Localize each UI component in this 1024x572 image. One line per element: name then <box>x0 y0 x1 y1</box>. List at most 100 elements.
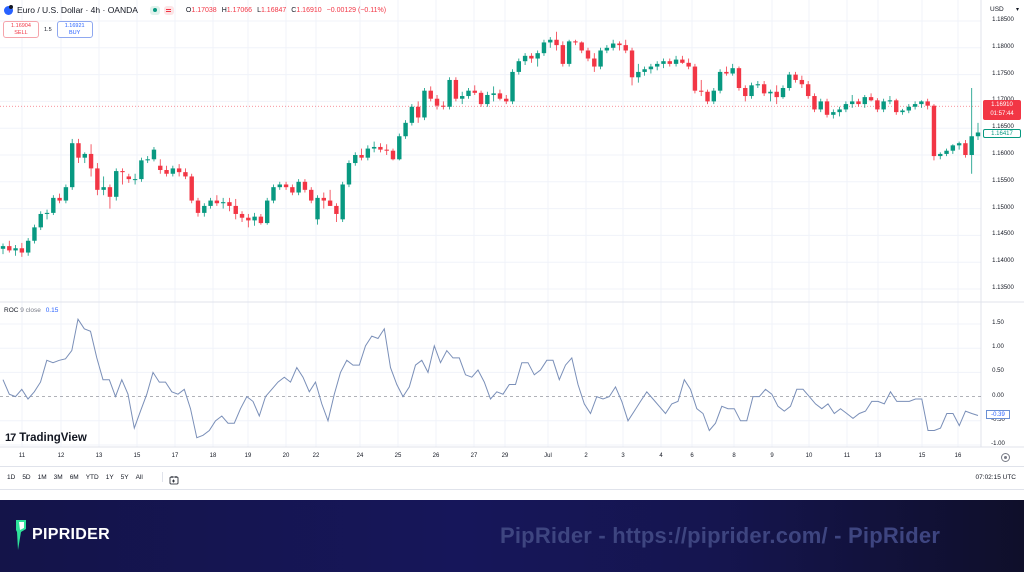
high-value: 1.17066 <box>226 6 253 14</box>
time-tick-label: 12 <box>57 453 65 459</box>
range-button-5y[interactable]: 5Y <box>120 474 129 481</box>
close-label: C <box>291 6 297 14</box>
spread-value: 1.5 <box>44 26 52 33</box>
time-tick-label: 18 <box>209 453 217 459</box>
axis-settings-icon[interactable] <box>1001 453 1010 462</box>
time-tick-label: 20 <box>282 453 290 459</box>
indicator-params: 9 close <box>20 307 41 314</box>
current-price-tag: 1.16910 01:57:44 <box>983 100 1021 120</box>
price-tick-label: 1.14000 <box>992 258 1014 265</box>
symbol-legend: Euro / U.S. Dollar · 4h · OANDA O1.17038… <box>4 4 386 15</box>
sell-button[interactable]: 1.16904 SELL <box>3 21 39 38</box>
chart-canvas[interactable] <box>0 0 1024 492</box>
open-value: 1.17038 <box>191 6 217 14</box>
range-button-1y[interactable]: 1Y <box>105 474 114 481</box>
trade-panel: 1.16904 SELL 1.5 1.16921 BUY <box>3 21 93 38</box>
footer-spacer <box>0 492 1024 500</box>
range-button-ytd[interactable]: YTD <box>85 474 99 481</box>
roc-tick-label: 0.50 <box>992 368 1004 375</box>
time-tick-label: 4 <box>659 453 663 459</box>
roc-legend[interactable]: ROC 9 close 0.15 <box>4 307 58 314</box>
price-tick-label: 1.15500 <box>992 177 1014 184</box>
time-tick-label: 13 <box>874 453 882 459</box>
time-tick-label: 6 <box>690 453 694 459</box>
roc-last-value-tag: -0.39 <box>986 410 1010 419</box>
price-tick-label: 1.15000 <box>992 204 1014 211</box>
sell-label: SELL <box>14 30 28 36</box>
price-tick-label: 1.13500 <box>992 285 1014 291</box>
indicator-value: 0.15 <box>45 307 59 314</box>
time-tick-label: 27 <box>470 453 478 459</box>
sell-price: 1.16904 <box>11 23 31 29</box>
time-tick-label: 24 <box>356 453 364 459</box>
time-tick-label: 17 <box>171 453 179 459</box>
brand-name: PIPRIDER <box>32 526 110 543</box>
time-tick-label: 8 <box>732 453 736 459</box>
chevron-down-icon[interactable]: ▾ <box>1016 7 1020 13</box>
footer-url-text: PipRider - https://piprider.com/ - PipRi… <box>500 523 941 548</box>
range-button-1m[interactable]: 1M <box>37 474 47 481</box>
time-tick-label: 11 <box>18 453 26 459</box>
low-label: L <box>257 6 261 14</box>
roc-tick-label: 0.00 <box>992 392 1004 399</box>
price-tick-label: 1.18500 <box>992 17 1014 23</box>
currency-selector[interactable]: USD <box>990 6 1004 13</box>
time-tick-label: 15 <box>918 453 926 459</box>
watermark-text: TradingView <box>19 432 87 444</box>
price-tick-label: 1.17500 <box>992 70 1014 77</box>
time-tick-label: 9 <box>770 453 774 459</box>
current-price: 1.16910 <box>991 102 1013 108</box>
roc-tick-label: 1.50 <box>992 320 1004 326</box>
price-tick-label: 1.14500 <box>992 231 1014 238</box>
time-tick-label: 19 <box>244 453 252 459</box>
roc-tick-label: -1.00 <box>991 441 1005 447</box>
range-button-5d[interactable]: 5D <box>22 474 31 481</box>
roc-tick-label: 1.00 <box>992 344 1004 351</box>
time-tick-label: 15 <box>133 453 141 459</box>
time-tick-label: 16 <box>954 453 962 459</box>
clock[interactable]: 07:02:15 UTC <box>975 474 1016 481</box>
symbol-logo-icon <box>4 4 13 15</box>
buy-button[interactable]: 1.16921 BUY <box>56 21 93 38</box>
time-tick-label: 13 <box>95 453 103 459</box>
bottom-toolbar: 1D 5D 1M 3M 6M YTD 1Y 5Y All 07:02:15 UTC <box>0 466 1024 490</box>
chart-container[interactable]: Euro / U.S. Dollar · 4h · OANDA O1.17038… <box>0 0 1024 492</box>
time-tick-label: 2 <box>584 453 588 459</box>
piprider-logo[interactable]: PIPRIDER <box>14 518 110 552</box>
low-value: 1.16847 <box>260 6 287 14</box>
close-value: 1.16910 <box>296 6 322 14</box>
bar-countdown: 01:57:44 <box>990 111 1014 117</box>
time-tick-label: 26 <box>432 453 440 459</box>
price-tick-label: 1.18000 <box>992 43 1014 50</box>
time-tick-label: 3 <box>621 453 625 459</box>
footer-banner: PIPRIDER PipRider - https://piprider.com… <box>0 500 1024 572</box>
change-value: −0.00129 (−0.11%) <box>326 6 387 14</box>
tradingview-watermark[interactable]: 17 TradingView <box>5 432 87 444</box>
price-marker-tag: 1.16417 <box>983 129 1021 138</box>
symbol-title[interactable]: Euro / U.S. Dollar · 4h · OANDA <box>17 5 138 15</box>
price-tick-label: 1.16000 <box>992 151 1014 157</box>
calendar-icon <box>169 476 179 485</box>
range-button-6m[interactable]: 6M <box>69 474 79 481</box>
buy-price: 1.16921 <box>64 23 85 29</box>
range-button-1d[interactable]: 1D <box>7 474 16 481</box>
piprider-logo-icon <box>16 520 26 550</box>
data-status-icon[interactable] <box>163 5 174 15</box>
range-buttons: 1D 5D 1M 3M 6M YTD 1Y 5Y All <box>7 474 143 481</box>
go-to-date-button[interactable] <box>162 472 179 485</box>
range-button-all[interactable]: All <box>135 474 143 481</box>
price-tick-label: 1.16500 <box>992 124 1014 131</box>
time-tick-label: 25 <box>394 453 402 459</box>
time-tick-label: Jul <box>544 453 552 459</box>
indicator-name: ROC <box>4 307 19 314</box>
roc-tick-label: -0.50 <box>991 416 1005 423</box>
range-button-3m[interactable]: 3M <box>53 474 63 481</box>
time-tick-label: 11 <box>843 453 851 459</box>
tradingview-logo-icon: 17 <box>5 432 16 444</box>
time-tick-label: 10 <box>805 453 813 459</box>
market-open-icon[interactable] <box>149 5 160 15</box>
buy-label: BUY <box>69 30 81 36</box>
ohlc-values: O1.17038 H1.17066 L1.16847 C1.16910 −0.0… <box>186 7 386 14</box>
time-tick-label: 29 <box>501 453 509 459</box>
high-label: H <box>221 6 227 14</box>
